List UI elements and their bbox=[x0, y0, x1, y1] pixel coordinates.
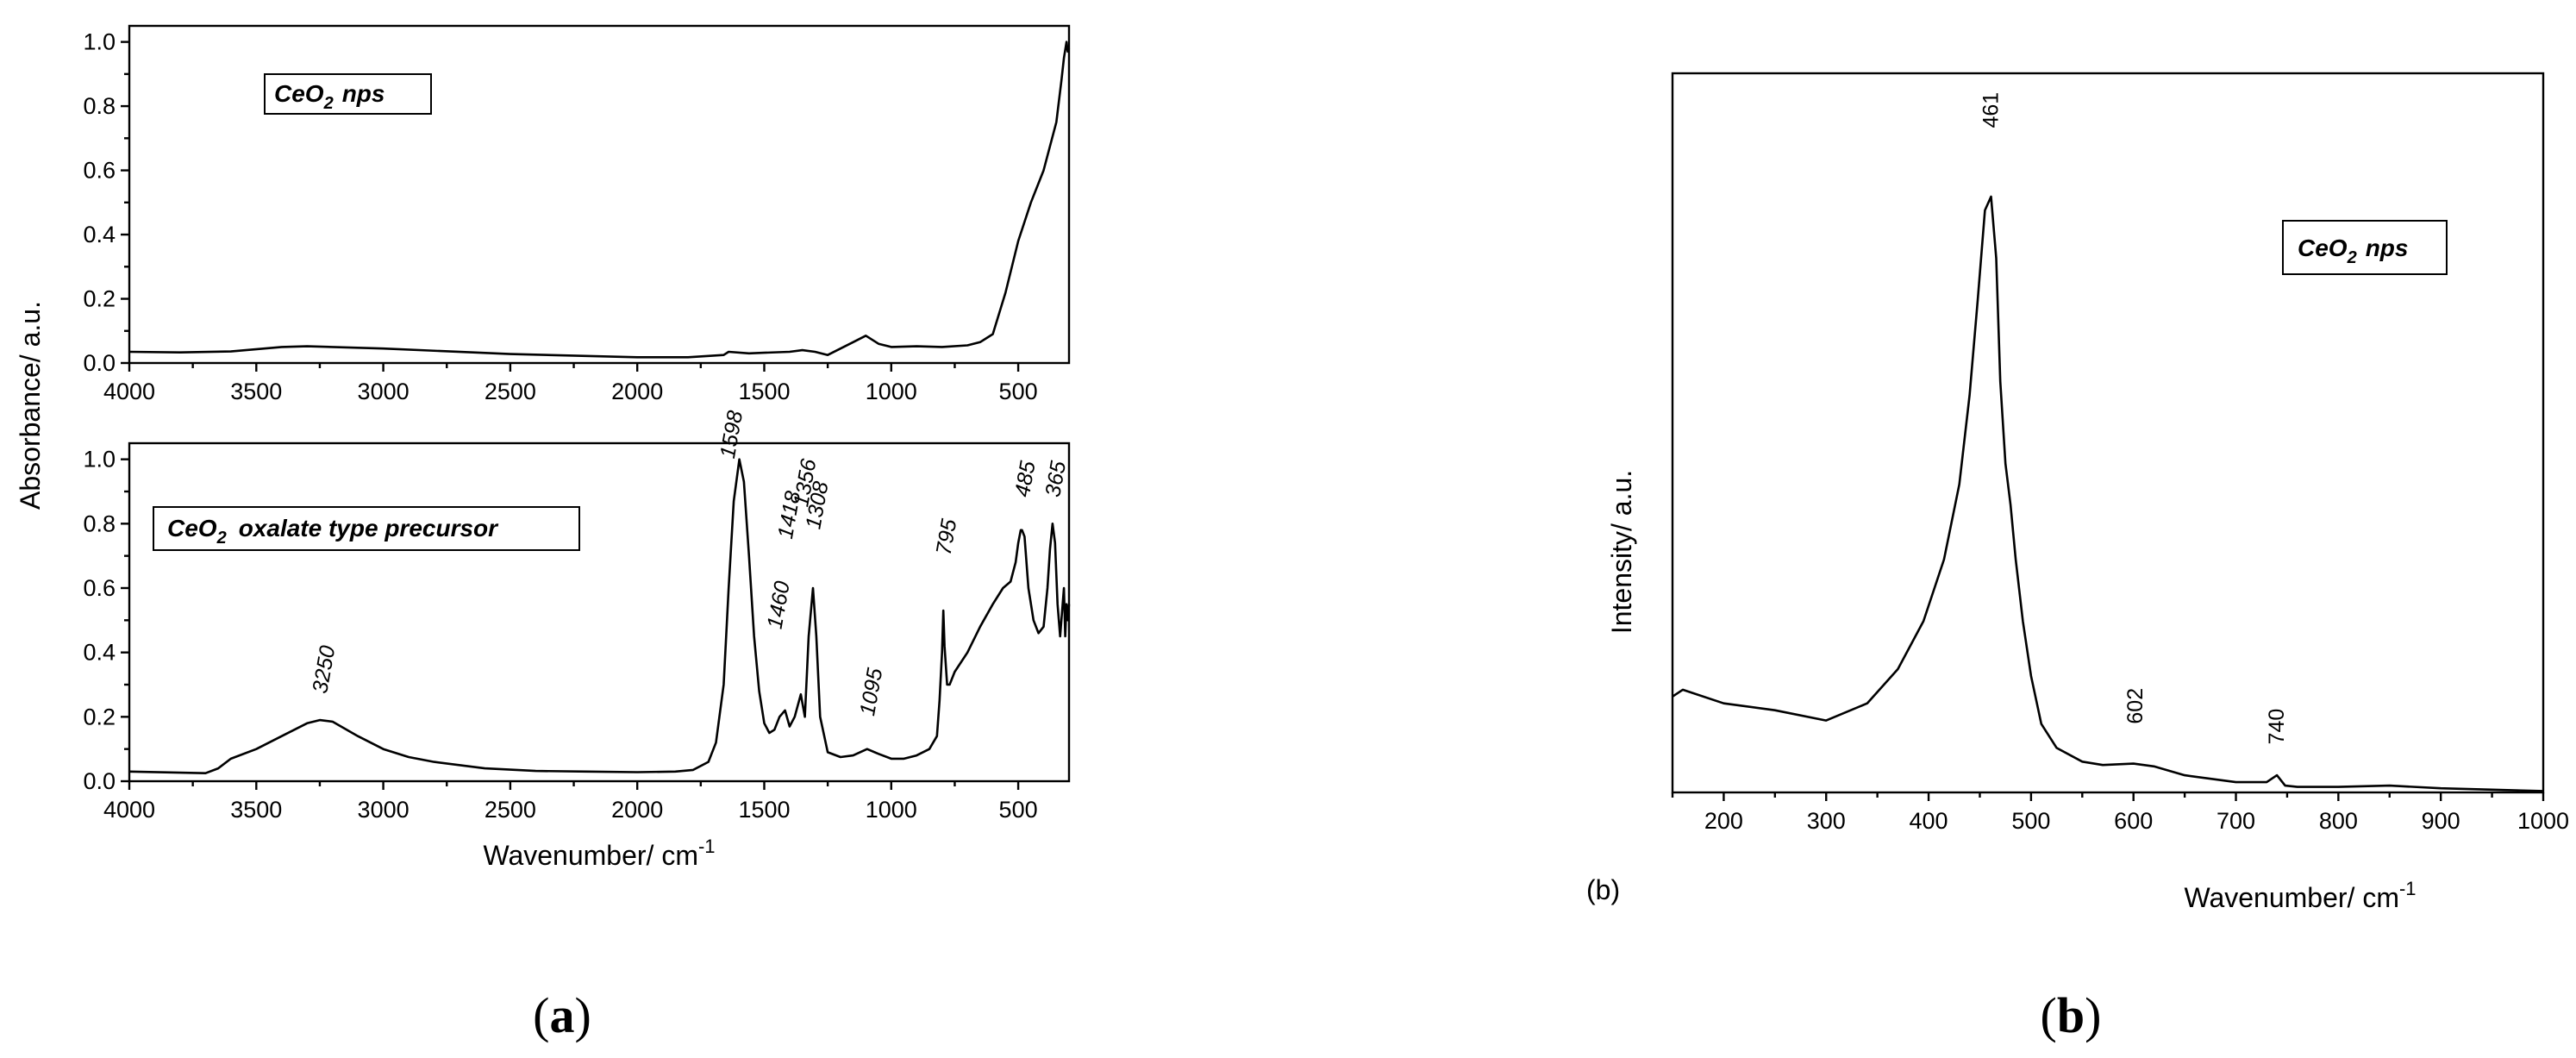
panel-b-x-axis-label: Wavenumber/ cm-1 bbox=[2184, 878, 2416, 913]
panel-b-y-axis-label: Intensity/ a.u. bbox=[1606, 470, 1637, 634]
panel-a-top-y-tick-label: 0.0 bbox=[83, 350, 116, 376]
panel-a-bottom-y-tick-label: 0.6 bbox=[83, 575, 116, 601]
panel-b-x-tick-label: 800 bbox=[2319, 808, 2358, 834]
panel-b-x-tick-label: 900 bbox=[2422, 808, 2460, 834]
x-axis-label-text: Wavenumber/ cm bbox=[2184, 882, 2399, 913]
peak-label-740: 740 bbox=[2265, 709, 2289, 745]
panel-a-bottom: 4000 3500 3000 2500 2000 1500 1000 500 0.00.20.… bbox=[83, 409, 1071, 871]
peak-label-3250: 3250 bbox=[308, 644, 340, 696]
panel-a-top: 4000 3500 3000 2500 2000 1500 1000 500 0.00.20.… bbox=[83, 24, 1071, 404]
panel-a-top-x-tick-label: 2500 bbox=[485, 379, 536, 404]
panel-a-top-y-tick-label: 0.8 bbox=[83, 93, 116, 119]
panel-a-bottom-x-tick-label: 2000 bbox=[611, 797, 663, 823]
panel-a-bottom-y-tick-label: 1.0 bbox=[83, 447, 116, 473]
panel-b-corner-label: (b) bbox=[1586, 874, 1620, 905]
panel-a-top-x-tick-label: 1000 bbox=[866, 379, 917, 404]
panel-a-bottom-y-tick-label: 0.8 bbox=[83, 510, 116, 536]
panel-a-top-y-tick-label: 0.6 bbox=[83, 158, 116, 184]
caption-a: (a) bbox=[533, 987, 591, 1043]
panel-a-bottom-x-tick-label: 2500 bbox=[485, 797, 536, 823]
panel-a-top-y-tick-label: 0.4 bbox=[83, 222, 116, 247]
x-axis-label-text: Wavenumber/ cm bbox=[483, 840, 698, 871]
panel-a-top-x-tick-label: 1500 bbox=[738, 379, 790, 404]
panel-a-bottom-x-tick-label: 1500 bbox=[738, 797, 790, 823]
legend-subscript: 2 bbox=[323, 94, 334, 113]
panel-a-y-axis-label: Absorbance/ a.u. bbox=[15, 301, 46, 510]
panel-a-bottom-x-tick-label: 4000 bbox=[103, 797, 155, 823]
panel-a-bottom-x-tick-label: 1000 bbox=[866, 797, 917, 823]
panel-a-top-y-tick-label: 0.2 bbox=[83, 286, 116, 312]
panel-a-top-x-tick-label: 500 bbox=[999, 379, 1038, 404]
panel-b-peak-labels: 461 602 740 bbox=[1979, 92, 2290, 745]
panel-a-top-x-tick-label: 4000 bbox=[103, 379, 155, 404]
peak-label-1095: 1095 bbox=[855, 667, 887, 718]
legend-rest: nps bbox=[342, 80, 385, 107]
panel-a-bottom-legend-box bbox=[153, 506, 580, 551]
peak-label-485: 485 bbox=[1010, 460, 1041, 499]
peak-label-602: 602 bbox=[2123, 688, 2148, 724]
panel-a-x-axis-label: Wavenumber/ cm-1 bbox=[483, 836, 715, 871]
legend-subscript: 2 bbox=[2347, 248, 2357, 267]
panel-b-x-tick-label: 300 bbox=[1807, 808, 1846, 834]
caption-a-letter: a bbox=[550, 987, 575, 1043]
panel-b-x-ticks: 200 300 400 500 600 700 800 900 1000 bbox=[1671, 792, 2569, 834]
panel-b-legend: CeO2 nps bbox=[2282, 220, 2448, 275]
panel-a-bottom-y-ticks: 0.0 0.2 0.4 0.6 0.8 1.0 bbox=[83, 447, 129, 794]
panel-a-top-x-tick-label: 3500 bbox=[230, 379, 282, 404]
panel-a-bottom-x-tick-label: 3000 bbox=[358, 797, 410, 823]
panel-a-bottom-spectrum-line bbox=[128, 458, 1071, 774]
panel-b-frame bbox=[1671, 72, 2545, 794]
panel-a-bottom-x-tick-label: 500 bbox=[999, 797, 1038, 823]
panel-b-x-tick-label: 600 bbox=[2114, 808, 2153, 834]
panel-a-bottom-y-tick-label: 0.2 bbox=[83, 704, 116, 729]
panel-b-x-tick-label: 1000 bbox=[2517, 808, 2569, 834]
legend-formula: CeO bbox=[2298, 235, 2348, 261]
peak-label-365: 365 bbox=[1041, 460, 1071, 499]
panel-a-bottom-y-tick-label: 0.0 bbox=[83, 768, 116, 794]
panel-a-bottom-frame bbox=[128, 441, 1071, 783]
panel-a-top-legend: CeO2 nps bbox=[264, 73, 432, 115]
panel-a-bottom-y-tick-label: 0.4 bbox=[83, 640, 116, 666]
panel-a-bottom-legend-text: CeO2 oxalate type precursor bbox=[167, 515, 499, 548]
panel-a-top-x-tick-label: 3000 bbox=[358, 379, 410, 404]
legend-rest: nps bbox=[2366, 235, 2409, 261]
panel-b-spectrum-line bbox=[1672, 195, 2544, 792]
panel-a-top-y-tick-label: 1.0 bbox=[83, 29, 116, 55]
caption-b: (b) bbox=[2041, 987, 2102, 1043]
x-axis-label-sup: -1 bbox=[2399, 878, 2417, 899]
legend-rest: oxalate type precursor bbox=[239, 515, 499, 542]
legend-formula: CeO bbox=[274, 80, 324, 107]
caption-b-letter: b bbox=[2057, 987, 2085, 1043]
panel-a-bottom-legend: CeO2 oxalate type precursor bbox=[153, 506, 580, 551]
legend-formula: CeO bbox=[167, 515, 217, 542]
peak-label-461: 461 bbox=[1979, 92, 2004, 128]
peak-label-1460: 1460 bbox=[763, 579, 795, 631]
legend-subscript: 2 bbox=[216, 529, 227, 548]
panel-a-bottom-x-ticks: 4000 3500 3000 2500 2000 1500 1000 500 bbox=[103, 781, 1038, 823]
panel-a-top-spectrum-line bbox=[128, 41, 1071, 359]
panel-b-x-tick-label: 700 bbox=[2216, 808, 2255, 834]
panel-a-top-legend-box bbox=[264, 73, 432, 115]
panel-b-x-tick-label: 500 bbox=[2011, 808, 2050, 834]
panel-b-x-tick-label: 400 bbox=[1910, 808, 1948, 834]
panel-a-top-y-ticks: 0.0 0.2 0.4 0.6 0.8 1.0 bbox=[83, 29, 129, 376]
panel-b-legend-text: CeO2 nps bbox=[2298, 235, 2408, 267]
x-axis-label-sup: -1 bbox=[698, 836, 716, 857]
panel-b: 200 300 400 500 600 700 800 900 1000 461 602 740 C… bbox=[1586, 72, 2569, 913]
peak-label-795: 795 bbox=[932, 517, 962, 557]
panel-b-x-tick-label: 200 bbox=[1704, 808, 1743, 834]
panel-b-legend-box bbox=[2282, 220, 2448, 275]
peak-label-1598: 1598 bbox=[716, 409, 747, 460]
panel-a-bottom-x-tick-label: 3500 bbox=[230, 797, 282, 823]
panel-a-top-x-tick-label: 2000 bbox=[611, 379, 663, 404]
panel-a-top-x-ticks: 4000 3500 3000 2500 2000 1500 1000 500 bbox=[103, 363, 1038, 404]
panel-a-top-legend-text: CeO2 nps bbox=[274, 80, 385, 113]
panel-a-top-frame bbox=[128, 24, 1071, 365]
